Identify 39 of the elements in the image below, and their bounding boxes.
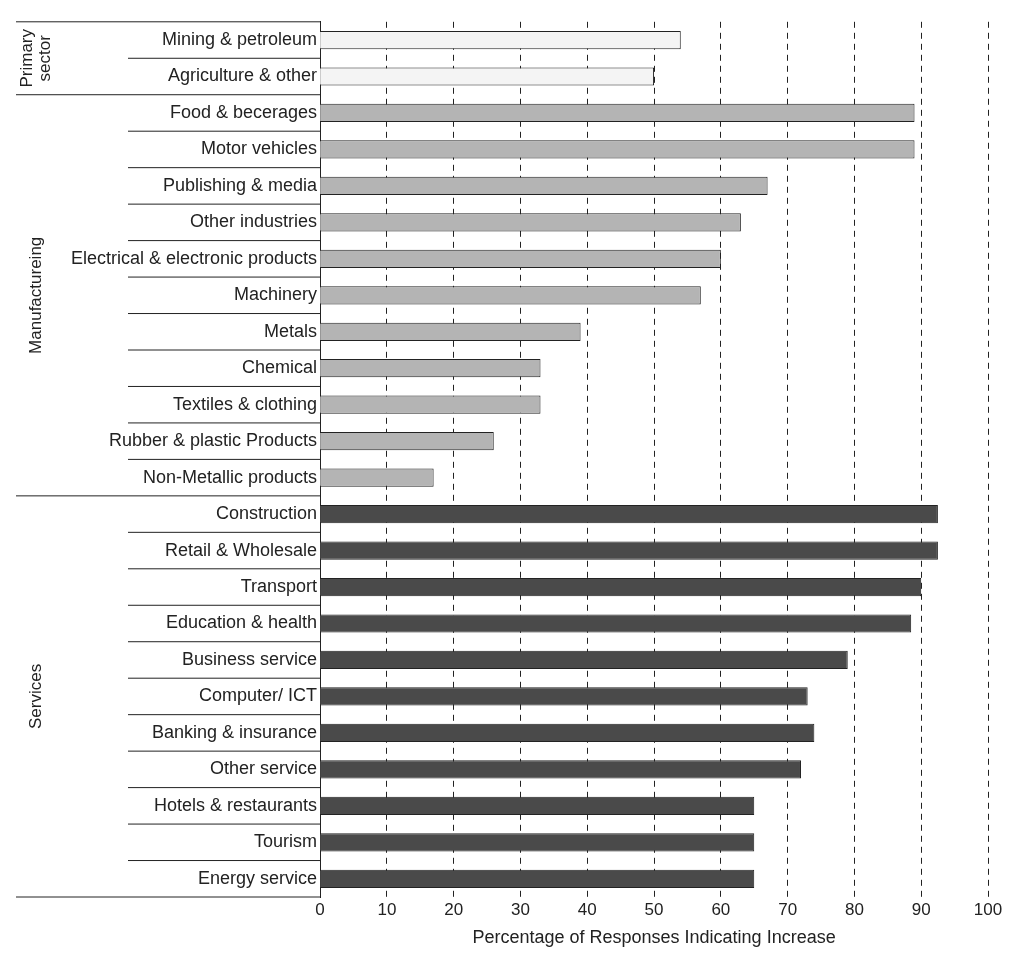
x-tick-label: 10 — [377, 899, 397, 919]
y-tick-label: Retail & Wholesale — [165, 539, 318, 560]
y-tick-label: Textiles & clothing — [173, 393, 318, 414]
x-tick-label: 100 — [973, 899, 1003, 919]
y-tick-label: Computer/ ICT — [199, 685, 318, 706]
y-tick-label: Metals — [264, 320, 318, 341]
y-tick-label: Business service — [182, 648, 318, 669]
y-tick-label: Agriculture & other — [168, 65, 318, 86]
y-tick-label: Machinery — [234, 284, 318, 305]
y-tick-label: Food & becerages — [170, 101, 318, 122]
y-tick-label: Rubber & plastic Products — [108, 430, 318, 451]
y-tick-label: Publishing & media — [163, 174, 319, 195]
y-tick-label: Construction — [216, 503, 318, 524]
x-tick-label: 60 — [711, 899, 731, 919]
y-tick-label: Mining & petroleum — [162, 29, 318, 49]
y-tick-label: Other industries — [190, 211, 318, 232]
x-tick-label: 20 — [444, 899, 464, 919]
x-tick-label: 40 — [577, 899, 597, 919]
x-tick-label: 80 — [844, 899, 864, 919]
text: Manufactureing — [25, 236, 45, 354]
x-tick-label: 70 — [778, 899, 798, 919]
x-tick-label: 90 — [911, 899, 931, 919]
x-tick-label: 30 — [511, 899, 530, 919]
text: Primary sector — [16, 28, 54, 88]
y-tick-label: Non-Metallic products — [143, 466, 318, 487]
y-tick-label: Banking & insurance — [151, 721, 318, 742]
y-tick-label: Motor vehicles — [201, 138, 318, 159]
y-tick-label: Other service — [210, 758, 318, 779]
x-tick-label: 0 — [315, 899, 325, 919]
y-tick-label: Hotels & restaurants — [154, 794, 318, 815]
y-tick-label: Chemical — [242, 357, 318, 378]
y-tick-label: Electrical & electronic products — [70, 247, 318, 268]
y-tick-label: Tourism — [254, 831, 318, 852]
y-tick-label: Transport — [240, 576, 318, 596]
x-tick-label: 50 — [644, 899, 664, 919]
y-tick-label: Education & health — [165, 612, 318, 633]
text: Services — [25, 663, 45, 730]
x-axis-title: Percentage of Responses Indicating Increase — [472, 927, 836, 948]
y-tick-label: Energy service — [198, 867, 318, 888]
